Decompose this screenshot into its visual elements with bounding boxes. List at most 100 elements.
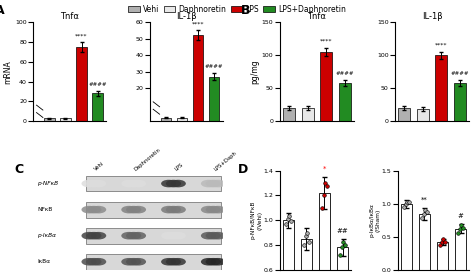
Text: C: C — [14, 163, 23, 176]
Ellipse shape — [126, 180, 141, 187]
Ellipse shape — [210, 206, 226, 214]
Ellipse shape — [126, 206, 141, 214]
Ellipse shape — [166, 180, 181, 187]
Bar — [338, 83, 351, 121]
Title: Tnfα: Tnfα — [308, 13, 326, 21]
Ellipse shape — [91, 180, 106, 187]
Y-axis label: p-NFκB/NFκB
(/Vehi): p-NFκB/NFκB (/Vehi) — [251, 201, 262, 239]
Text: ##: ## — [337, 228, 348, 234]
Ellipse shape — [126, 258, 141, 265]
Bar — [161, 118, 171, 121]
Point — [401, 205, 408, 209]
Point — [405, 200, 412, 205]
Point — [419, 216, 426, 220]
Ellipse shape — [131, 180, 146, 187]
Point — [287, 219, 294, 224]
Ellipse shape — [201, 180, 216, 187]
Ellipse shape — [91, 206, 106, 214]
Bar — [177, 118, 187, 121]
Bar — [437, 242, 448, 270]
Ellipse shape — [121, 258, 137, 265]
Ellipse shape — [126, 232, 141, 239]
Text: A: A — [0, 4, 5, 18]
Bar — [320, 52, 332, 121]
Text: ####: #### — [336, 71, 354, 76]
Bar — [401, 204, 412, 270]
Ellipse shape — [131, 206, 146, 214]
Text: p-IκBα: p-IκBα — [37, 233, 56, 238]
Text: ####: #### — [451, 71, 469, 76]
Point — [455, 230, 462, 235]
Text: IκBα: IκBα — [37, 259, 50, 264]
Point — [284, 217, 292, 221]
Bar — [283, 108, 295, 121]
Point — [319, 205, 326, 210]
Ellipse shape — [206, 258, 221, 265]
Point — [323, 183, 330, 188]
Ellipse shape — [82, 232, 97, 239]
Bar — [454, 83, 466, 121]
Text: B: B — [241, 4, 250, 18]
Ellipse shape — [161, 180, 176, 187]
Point — [302, 234, 310, 239]
Ellipse shape — [121, 180, 137, 187]
Point — [423, 210, 430, 215]
Text: #: # — [458, 213, 464, 219]
Ellipse shape — [201, 206, 216, 214]
Ellipse shape — [206, 232, 221, 239]
Ellipse shape — [206, 180, 221, 187]
Point — [303, 230, 311, 235]
Point — [441, 240, 448, 244]
Bar — [92, 93, 103, 121]
Text: LPS: LPS — [173, 162, 184, 172]
Point — [420, 211, 428, 216]
Point — [457, 223, 465, 228]
Text: Vehi: Vehi — [94, 160, 106, 172]
Text: LPS+Daph: LPS+Daph — [213, 150, 238, 172]
Ellipse shape — [166, 258, 181, 265]
Ellipse shape — [166, 232, 181, 239]
Bar — [419, 214, 430, 270]
Ellipse shape — [166, 206, 181, 214]
Bar — [337, 247, 348, 278]
Text: ****: **** — [75, 33, 88, 38]
Point — [438, 240, 446, 244]
Point — [437, 242, 444, 247]
Bar — [76, 47, 87, 121]
Point — [421, 208, 429, 212]
Bar — [44, 118, 55, 121]
Point — [403, 200, 411, 204]
Point — [456, 227, 464, 231]
Point — [283, 222, 290, 226]
Ellipse shape — [161, 258, 176, 265]
Ellipse shape — [91, 258, 106, 265]
FancyBboxPatch shape — [86, 228, 221, 244]
Ellipse shape — [206, 206, 221, 214]
Ellipse shape — [86, 206, 101, 214]
Text: Daphnoretin: Daphnoretin — [134, 147, 162, 172]
Ellipse shape — [201, 258, 216, 265]
Point — [285, 214, 293, 219]
Ellipse shape — [131, 232, 146, 239]
Title: Tnfα: Tnfα — [60, 13, 79, 21]
Point — [337, 253, 344, 257]
Ellipse shape — [82, 180, 97, 187]
Bar — [301, 239, 312, 278]
Y-axis label: mRNA: mRNA — [3, 60, 12, 84]
Bar — [417, 109, 429, 121]
Point — [339, 240, 347, 245]
Text: ####: #### — [88, 81, 107, 86]
Text: D: D — [238, 163, 248, 176]
Bar — [209, 77, 219, 121]
Ellipse shape — [210, 258, 226, 265]
Ellipse shape — [171, 180, 186, 187]
Ellipse shape — [161, 232, 176, 239]
Bar — [398, 108, 410, 121]
Ellipse shape — [121, 206, 137, 214]
Bar — [435, 55, 447, 121]
Bar — [193, 35, 203, 121]
Text: **: ** — [421, 197, 428, 203]
Bar — [283, 220, 294, 278]
Ellipse shape — [86, 258, 101, 265]
Bar — [455, 229, 466, 270]
